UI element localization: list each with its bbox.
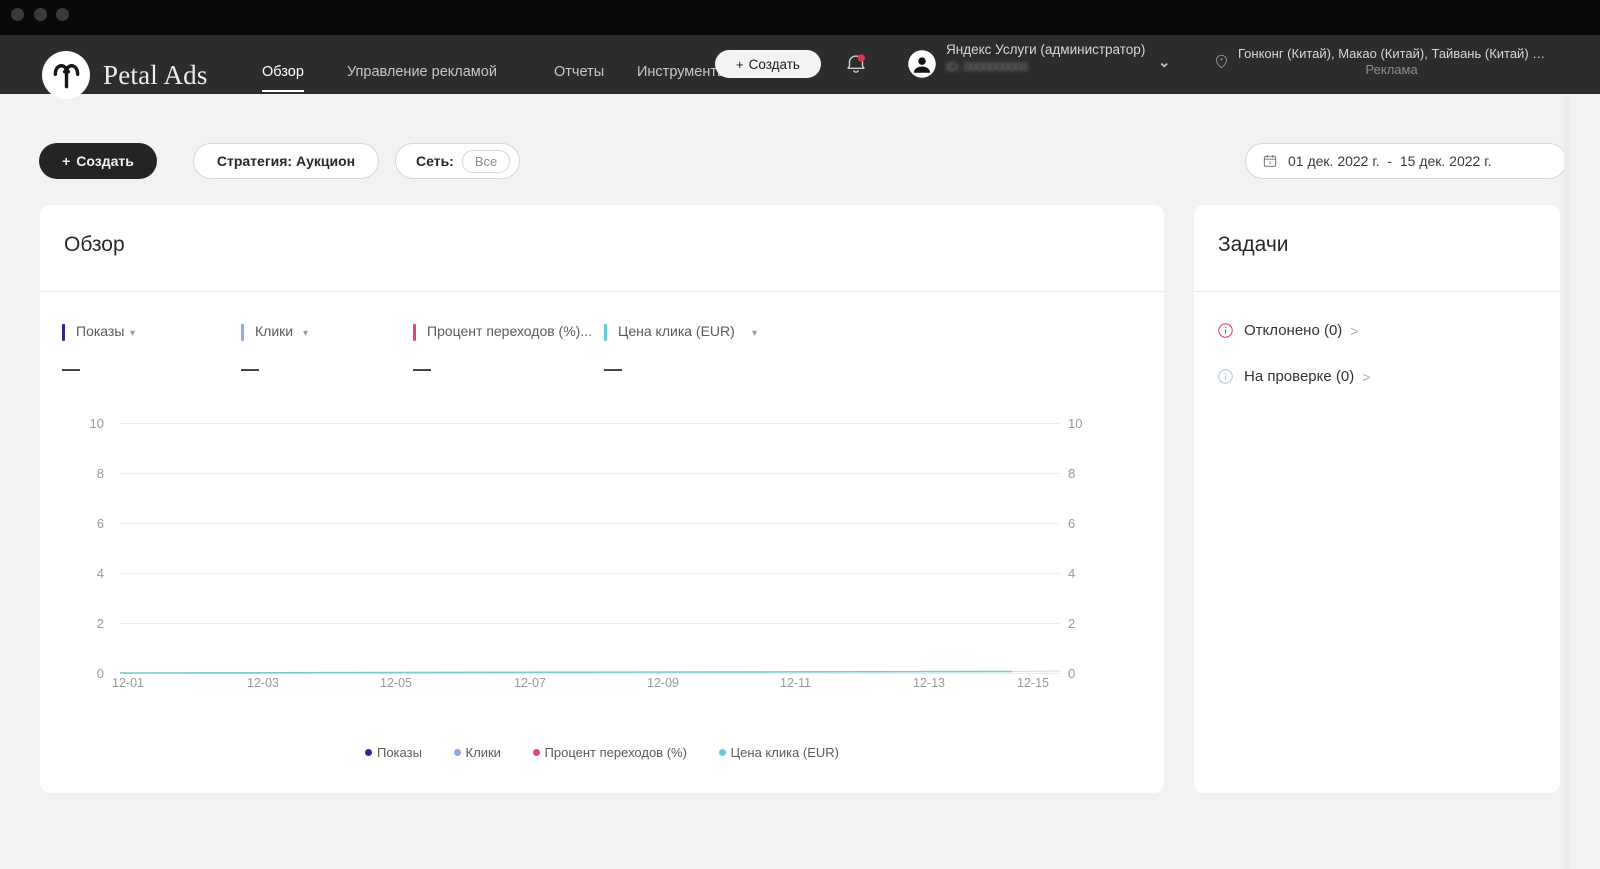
svg-text:1: 1: [1269, 160, 1272, 165]
